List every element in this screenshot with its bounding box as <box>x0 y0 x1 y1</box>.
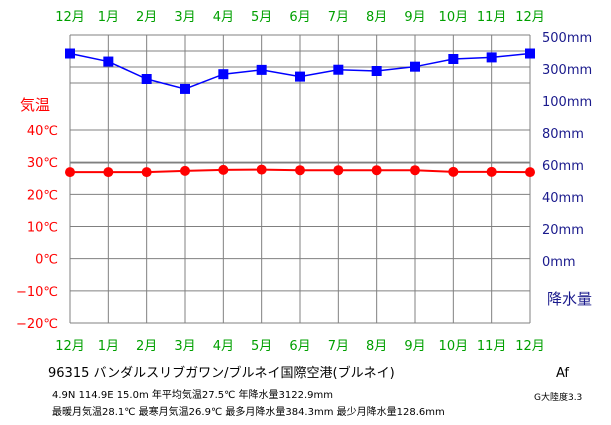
temperature-point <box>486 166 497 177</box>
temperature-point <box>333 165 344 176</box>
month-label-bottom: 8月 <box>366 339 387 354</box>
month-label-top: 3月 <box>174 10 195 25</box>
month-label-bottom: 9月 <box>404 339 425 354</box>
precipitation-point <box>103 56 114 67</box>
temperature-point <box>525 167 535 178</box>
temperature-point <box>180 165 190 176</box>
precip-tick-label: 20mm <box>542 223 584 238</box>
temperature-point <box>218 164 229 175</box>
month-label-top: 9月 <box>404 10 425 25</box>
temp-tick-label: 0℃ <box>35 253 58 268</box>
month-label-bottom: 6月 <box>289 339 310 354</box>
precipitation-point <box>525 48 535 59</box>
month-label-top: 12月 <box>55 10 85 25</box>
climate-chart: 12月 12月 1月 1月 2月 2月 3月 3月 4月 4月 5月 5月 6月 6月 7月 7月 8月 8月 9月… <box>16 10 592 354</box>
month-label-bottom: 4月 <box>213 339 234 354</box>
temp-tick-label: −20℃ <box>16 317 58 332</box>
month-label-top: 12月 <box>515 10 545 25</box>
precipitation-point <box>371 66 382 76</box>
precipitation-point <box>333 64 344 75</box>
precipitation-point <box>486 52 497 63</box>
station-meta: 4.9N 114.9E 15.0m 年平均気温27.5℃ 年降水量3122.9m… <box>52 390 334 401</box>
temp-tick-label: 20℃ <box>27 188 58 203</box>
temperature-point <box>141 167 152 178</box>
temperature-point <box>103 167 114 178</box>
month-label-bottom: 11月 <box>477 339 507 354</box>
temp-tick-label: −10℃ <box>16 285 58 300</box>
station-extremes: 最暖月気温28.1℃ 最寒月気温26.9℃ 最多月降水量384.3mm 最少月降… <box>52 407 445 418</box>
chart-grid <box>69 34 531 324</box>
temperature-point <box>410 165 420 176</box>
precip-tick-label: 100mm <box>542 95 592 110</box>
precipitation-point <box>65 48 75 59</box>
month-label-top: 2月 <box>136 10 157 25</box>
precipitation-point <box>410 61 420 72</box>
axis-labels: 12月 12月 1月 1月 2月 2月 3月 3月 4月 4月 5月 5月 6月 6月 7月 7月 8月 8月 9月… <box>16 10 592 354</box>
precipitation-point <box>141 74 152 84</box>
temperature-point <box>448 166 459 177</box>
precipitation-point <box>295 71 305 82</box>
month-label-top: 5月 <box>251 10 272 25</box>
temperature-point <box>256 164 267 175</box>
month-label-top: 6月 <box>289 10 310 25</box>
month-label-top: 1月 <box>98 10 119 25</box>
precipitation-point <box>180 83 190 94</box>
month-label-bottom: 12月 <box>515 339 545 354</box>
temperature-point <box>65 167 75 178</box>
month-label-top: 10月 <box>439 10 469 25</box>
temp-axis-title: 気温 <box>20 96 50 114</box>
month-label-bottom: 10月 <box>439 339 469 354</box>
station-name: 96315 バンダルスリブガワン/ブルネイ国際空港(ブルネイ) <box>48 366 395 381</box>
temp-tick-label: 40℃ <box>27 124 58 139</box>
month-label-bottom: 5月 <box>251 339 272 354</box>
precip-tick-label: 300mm <box>542 63 592 78</box>
month-label-bottom: 7月 <box>328 339 349 354</box>
month-label-top: 4月 <box>213 10 234 25</box>
precip-tick-label: 80mm <box>542 127 584 142</box>
temperature-point <box>295 165 305 176</box>
month-label-bottom: 2月 <box>136 339 157 354</box>
month-label-bottom: 1月 <box>98 339 119 354</box>
temp-tick-label: 10℃ <box>27 221 58 236</box>
data-marks <box>65 48 535 178</box>
precip-axis-title: 降水量 <box>547 290 592 308</box>
precip-tick-label: 0mm <box>542 255 576 270</box>
month-label-top: 11月 <box>477 10 507 25</box>
precip-tick-label: 60mm <box>542 159 584 174</box>
temperature-point <box>371 165 382 176</box>
month-label-top: 8月 <box>366 10 387 25</box>
precipitation-point <box>218 69 229 80</box>
precip-tick-label: 40mm <box>542 191 584 206</box>
precipitation-point <box>448 54 459 64</box>
month-label-top: 7月 <box>328 10 349 25</box>
temp-tick-label: 30℃ <box>27 156 58 171</box>
precip-tick-label: 500mm <box>542 31 592 46</box>
continentality-index: G大陸度3.3 <box>534 393 583 403</box>
climate-classification: Af <box>556 366 570 381</box>
month-label-bottom: 3月 <box>174 339 195 354</box>
month-label-bottom: 12月 <box>55 339 85 354</box>
precipitation-point <box>256 64 267 75</box>
